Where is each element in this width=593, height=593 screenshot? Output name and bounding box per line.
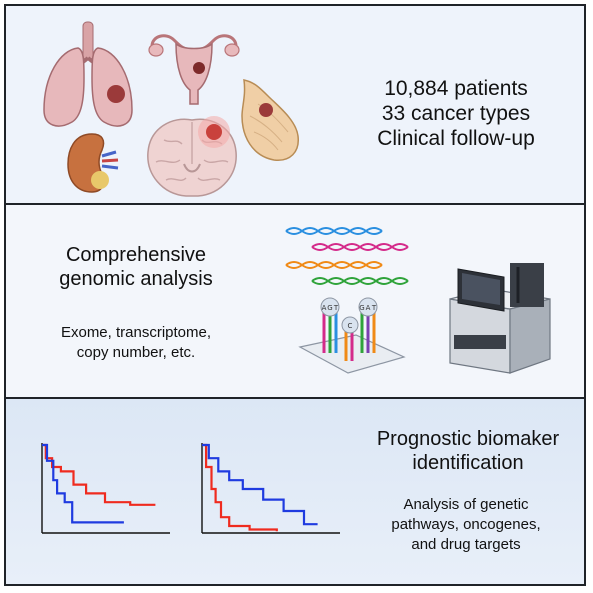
km-curve-blue [202,443,318,526]
probe-letter: G [359,304,364,312]
km-curve-red [42,443,156,506]
microarray-icon: A G T C G A T [298,297,406,374]
dna-strand-green [311,277,409,285]
genomics-title-line2: genomic analysis [59,268,213,290]
clinical-follow-up: Clinical follow-up [377,127,535,150]
cohort-summary: 10,884 patients 33 cancer types Clinical… [341,76,571,151]
km-chart-2 [201,443,340,534]
tumor-dot [259,103,273,117]
genomics-subtitle: Exome, transcriptome, copy number, etc. [36,323,236,363]
dna-strands-icon [285,227,409,285]
probe-letter: C [348,322,353,330]
probe-letter: A [366,304,371,312]
km-chart-1 [41,443,170,534]
lungs-icon [43,21,133,127]
genomics-title-line1: Comprehensive [65,244,207,266]
km-curve-blue [42,443,124,524]
prognostic-title-line1: Prognostic biomaker [376,428,560,450]
prognostic-sub-line2: pathways, oncogenes, [391,516,541,533]
prognostic-sub-line1: Analysis of genetic [403,496,529,513]
dna-strand-pink [311,243,409,251]
prognostic-title-line2: identification [412,452,524,474]
brain-icon [147,116,237,197]
uterus-icon [148,34,240,105]
patient-count: 10,884 patients [384,77,528,100]
cancer-type-count: 33 cancer types [381,102,531,125]
prognostic-panel: Prognostic biomaker identification Analy… [6,397,584,584]
probe-letter: G [327,304,332,312]
tumor-dot [193,62,205,74]
probe-letter: T [333,304,339,312]
probe-letter: T [371,304,377,312]
km-curve-red [202,443,278,532]
tumor-dot [91,171,109,189]
prognostic-sub-line3: and drug targets [411,536,521,553]
genomics-panel: Comprehensive genomic analysis Exome, tr… [6,203,584,397]
prognostic-title: Prognostic biomaker identification [348,427,588,475]
sequencer-icon [449,263,551,374]
dna-strand-blue [285,227,383,235]
tumor-dot [107,85,125,103]
dna-strand-orange [285,261,383,269]
cohort-panel: 10,884 patients 33 cancer types Clinical… [6,6,584,203]
genomics-sub-line1: Exome, transcriptome, [60,324,212,341]
probe-letter: A [322,304,327,312]
breast-icon [241,79,299,161]
kidney-icon [67,133,119,193]
tumor-dot [206,124,222,140]
genomics-sub-line2: copy number, etc. [76,344,196,361]
figure-frame: 10,884 patients 33 cancer types Clinical… [4,4,586,586]
genomics-title: Comprehensive genomic analysis [36,243,236,291]
prognostic-subtitle: Analysis of genetic pathways, oncogenes,… [361,495,571,555]
